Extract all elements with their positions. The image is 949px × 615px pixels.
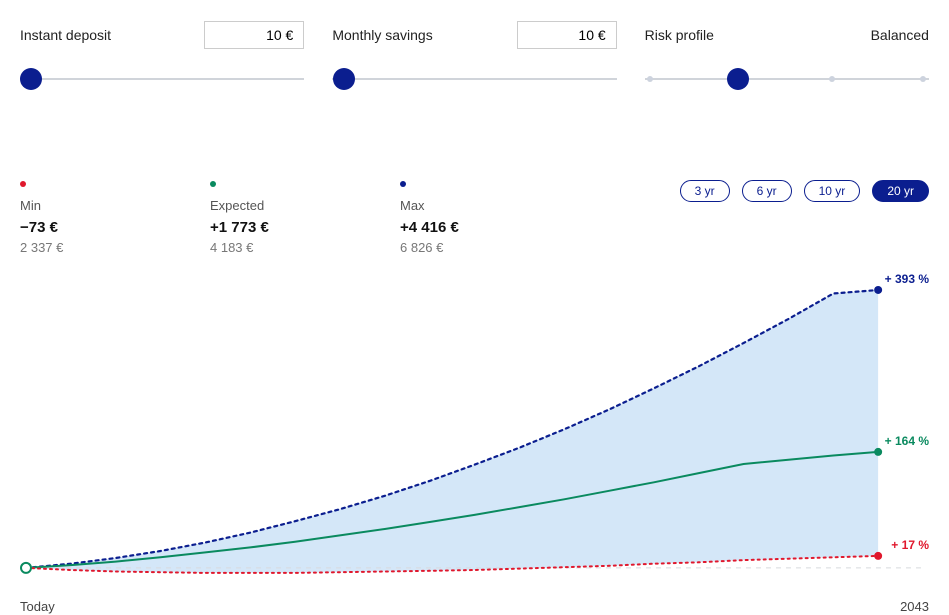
stat-total: 6 826 € [400,240,490,255]
stat-total: 4 183 € [210,240,300,255]
slider-tick [829,76,835,82]
dot-icon [210,181,216,187]
monthly-slider[interactable] [332,68,616,90]
slider-track [20,78,304,80]
pct-label-expected: + 164 % [885,434,929,448]
pct-label-max: + 393 % [885,272,929,286]
controls-row: Instant deposit Monthly savings Risk pro… [20,20,929,90]
year-pill[interactable]: 6 yr [742,180,792,202]
risk-control: Risk profile Balanced [645,20,929,90]
stat-max: Max +4 416 € 6 826 € [400,180,490,255]
deposit-control: Instant deposit [20,20,304,90]
slider-track [332,78,616,80]
stat-label: Expected [210,198,300,213]
x-axis-labels: Today 2043 [20,599,929,614]
stats-group: Min −73 € 2 337 € Expected +1 773 € 4 18… [20,180,490,255]
deposit-slider[interactable] [20,68,304,90]
x-label-end: 2043 [900,599,929,614]
stat-delta: +1 773 € [210,219,300,236]
year-pill[interactable]: 3 yr [680,180,730,202]
deposit-label: Instant deposit [20,27,111,43]
slider-tick [647,76,653,82]
mid-row: Min −73 € 2 337 € Expected +1 773 € 4 18… [20,180,929,255]
slider-tick [920,76,926,82]
monthly-control: Monthly savings [332,20,616,90]
year-pills: 3 yr 6 yr 10 yr 20 yr [680,180,929,202]
chart-svg [20,265,929,595]
slider-track [645,78,929,80]
stat-delta: −73 € [20,219,110,236]
risk-slider[interactable] [645,68,929,90]
slider-thumb[interactable] [727,68,749,90]
stat-expected: Expected +1 773 € 4 183 € [210,180,300,255]
dot-icon [20,181,26,187]
risk-value: Balanced [871,27,929,43]
monthly-input[interactable] [517,21,617,49]
stat-label: Max [400,198,490,213]
slider-thumb[interactable] [20,68,42,90]
projection-chart: + 393 % + 164 % + 17 % [20,265,929,595]
year-pill[interactable]: 20 yr [872,180,929,202]
stat-delta: +4 416 € [400,219,490,236]
risk-label: Risk profile [645,27,714,43]
deposit-input[interactable] [204,21,304,49]
slider-thumb[interactable] [333,68,355,90]
x-label-start: Today [20,599,55,614]
year-pill[interactable]: 10 yr [804,180,861,202]
pct-label-min: + 17 % [891,538,929,552]
stat-min: Min −73 € 2 337 € [20,180,110,255]
stat-label: Min [20,198,110,213]
stat-total: 2 337 € [20,240,110,255]
monthly-label: Monthly savings [332,27,432,43]
dot-icon [400,181,406,187]
